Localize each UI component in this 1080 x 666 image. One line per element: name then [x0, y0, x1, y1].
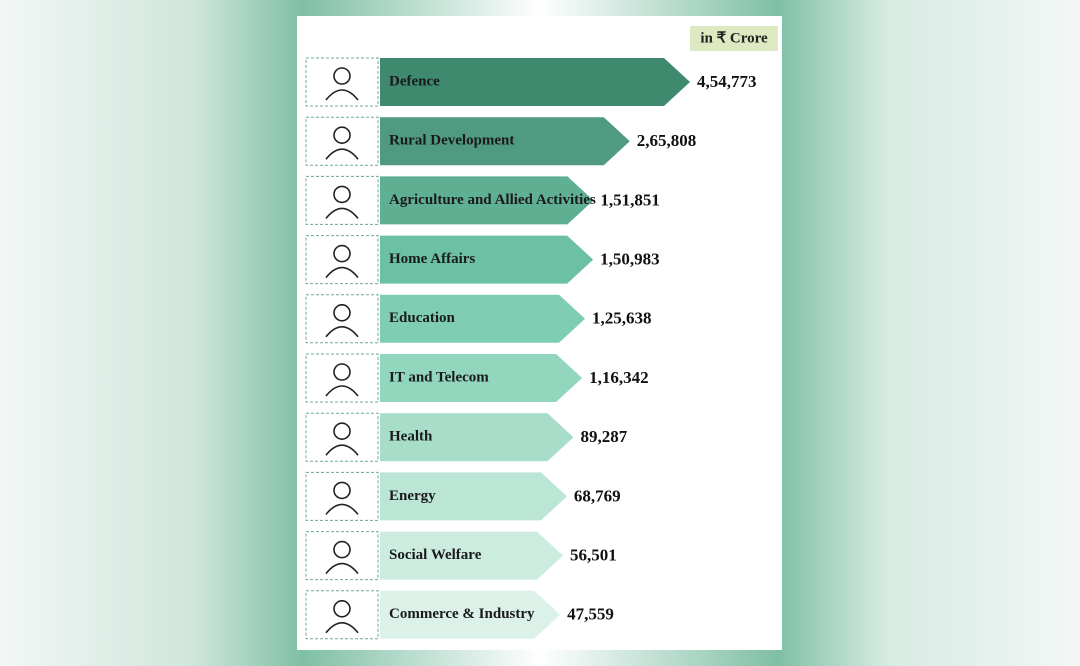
icon-box	[305, 116, 379, 166]
category-label: IT and Telecom	[389, 369, 489, 385]
bar	[380, 58, 690, 106]
icon-box	[305, 294, 379, 344]
icon-shape	[325, 444, 359, 456]
icon-shape	[333, 481, 351, 500]
icon	[325, 244, 359, 279]
icon-shape	[325, 503, 359, 515]
category-label: Education	[389, 310, 456, 326]
icon-box	[305, 471, 379, 521]
icon-shape	[333, 422, 351, 441]
bar	[380, 117, 630, 166]
bar	[380, 590, 561, 639]
category-label: Rural Development	[389, 133, 514, 149]
icon-shape	[333, 303, 351, 322]
icon-shape	[325, 326, 359, 338]
icon	[325, 422, 359, 456]
icon	[325, 303, 359, 338]
icon	[325, 540, 359, 575]
icon-shape	[333, 126, 351, 144]
icon-shape	[325, 385, 359, 397]
category-label: Social Welfare	[389, 547, 482, 563]
icon	[325, 126, 359, 160]
value-label: 1,51,851	[600, 190, 660, 209]
value-label: 2,65,808	[637, 131, 697, 150]
icon-shape	[333, 67, 351, 85]
unit-label: in ₹ Crore	[700, 30, 768, 46]
value-label: 1,16,342	[589, 368, 649, 387]
icon-shape	[333, 363, 351, 381]
icon-shape	[325, 562, 359, 575]
bar	[380, 472, 567, 521]
icon-box	[305, 531, 379, 581]
icon-shape	[333, 599, 351, 618]
value-label: 4,54,773	[697, 72, 757, 91]
icon-shape	[333, 540, 351, 559]
icon-box	[305, 353, 379, 403]
icon-shape	[333, 185, 351, 204]
value-label: 89,287	[580, 427, 627, 446]
icon	[325, 481, 359, 515]
value-label: 47,559	[567, 605, 614, 624]
bar	[380, 413, 574, 462]
category-label: Energy	[389, 488, 436, 504]
icon-box	[305, 57, 379, 107]
unit-box	[690, 26, 778, 51]
category-label: Health	[389, 429, 433, 445]
bar	[380, 531, 564, 580]
bar	[380, 294, 586, 343]
category-label: Commerce & Industry	[389, 606, 535, 622]
icon-box	[305, 175, 379, 225]
category-label: Home Affairs	[389, 251, 475, 267]
icon	[325, 363, 359, 397]
icon-shape	[325, 148, 359, 160]
icon-shape	[325, 207, 359, 219]
bar	[380, 176, 594, 225]
icon-shape	[325, 622, 359, 634]
category-label: Agriculture and Allied Activities	[389, 192, 596, 208]
value-label: 68,769	[574, 486, 621, 505]
category-label: Defence	[389, 73, 440, 89]
value-label: 56,501	[570, 546, 617, 565]
icon-shape	[325, 266, 359, 279]
icon-box	[305, 590, 379, 640]
bar	[380, 235, 594, 284]
icon-box	[305, 412, 379, 462]
bar	[380, 354, 583, 402]
icon-shape	[333, 244, 351, 263]
icon	[325, 599, 359, 634]
value-label: 1,25,638	[592, 309, 652, 328]
value-label: 1,50,983	[600, 250, 660, 269]
icon	[325, 67, 359, 101]
icon	[325, 185, 359, 219]
icon-box	[305, 235, 379, 285]
icon-shape	[325, 89, 359, 101]
